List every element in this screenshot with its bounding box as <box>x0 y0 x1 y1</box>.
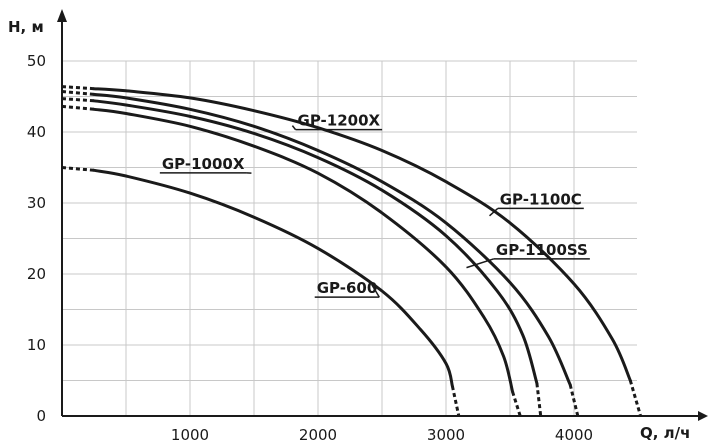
series-gp-600-dashed-start <box>61 166 95 172</box>
series-gp-600-line <box>92 168 454 388</box>
y-tick-label: 10 <box>27 336 46 354</box>
x-tick-label: 4000 <box>555 426 593 443</box>
series-gp-1100ss-dashed-start <box>61 90 95 96</box>
y-tick-labels: 0 10 20 30 40 50 <box>27 52 46 425</box>
y-tick-label: 40 <box>27 123 46 141</box>
y-tick-label: 50 <box>27 52 46 70</box>
series-gp-1100c-line <box>92 87 632 382</box>
series-gp-1200x-dashed-end <box>535 383 543 417</box>
series-label-gp-1100ss: GP-1100SS <box>496 241 588 259</box>
series-gp-1000x-dashed-end <box>511 391 522 417</box>
series-gp-1100ss-line <box>92 92 572 387</box>
y-axis-title: H, м <box>8 18 44 36</box>
series-gp-1000x-line <box>92 107 515 394</box>
y-tick-label: 20 <box>27 265 46 283</box>
series-leader-gp-600 <box>371 284 380 298</box>
x-axis-arrow-icon <box>698 411 708 421</box>
series-label-gp-1200x: GP-1200X <box>298 112 381 130</box>
chart-grid <box>62 60 637 416</box>
y-tick-label: 30 <box>27 194 46 212</box>
series-gp-1100c-dashed-end <box>628 380 643 417</box>
x-axis-title: Q, л/ч <box>640 424 690 442</box>
series-labels: GP-600 GP-1000X GP-1200X GP-1100SS GP-1100C <box>159 112 590 298</box>
x-tick-label: 1000 <box>171 426 209 443</box>
series-leader-gp-1100c <box>489 207 499 217</box>
series-leader-gp-1100ss <box>466 258 495 269</box>
series-gp-1100c-dashed-start <box>61 85 95 91</box>
series-gp-1000x-dashed-start <box>61 104 95 111</box>
series-label-gp-600: GP-600 <box>317 279 378 297</box>
series-gp-600-dashed-end <box>450 385 461 417</box>
series-label-gp-1100c: GP-1100C <box>500 190 582 208</box>
x-tick-labels: 1000 2000 3000 4000 <box>171 426 593 443</box>
series-label-gp-1000x: GP-1000X <box>162 155 245 173</box>
series-curves <box>61 85 643 417</box>
x-tick-label: 2000 <box>299 426 337 443</box>
x-tick-label: 3000 <box>427 426 465 443</box>
y-tick-label: 0 <box>36 407 46 425</box>
series-gp-1200x-line <box>92 99 539 385</box>
y-axis-arrow-icon <box>57 9 67 22</box>
chart-axes <box>57 9 708 421</box>
series-gp-1100ss-dashed-end <box>568 384 580 417</box>
series-gp-1200x-dashed-start <box>61 97 95 103</box>
series-leader-gp-1200x <box>291 125 297 131</box>
